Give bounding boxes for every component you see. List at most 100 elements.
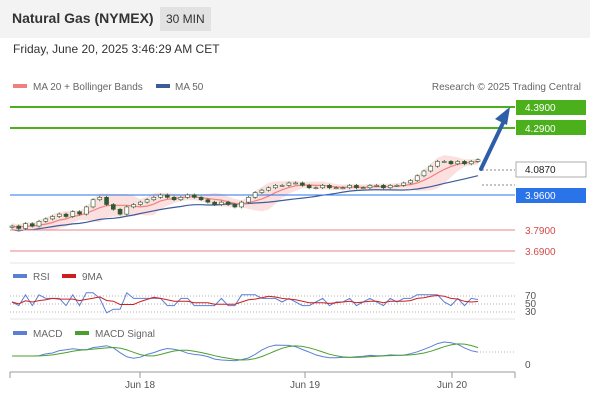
credit-label: Research © 2025 Trading Central <box>432 82 581 93</box>
candle-body <box>435 161 440 167</box>
candle-body <box>178 197 184 201</box>
macd-signal-legend-swatch <box>75 331 89 335</box>
candle-body <box>158 194 163 198</box>
pivot-value: 3.9600 <box>525 191 556 202</box>
x-label-jun18: Jun 18 <box>125 380 155 391</box>
candle-body <box>43 218 49 222</box>
rsi-tick-50: 50 <box>525 299 537 310</box>
datetime-label: Friday, June 20, 2025 3:46:29 AM CET <box>13 42 220 56</box>
candle-body <box>252 192 258 198</box>
macd-line <box>12 341 479 362</box>
instrument-title: Natural Gas (NYMEX) <box>12 10 154 26</box>
ma50-legend-swatch <box>156 84 170 88</box>
x-label-jun20: Jun 20 <box>437 380 467 391</box>
candle-body <box>441 161 447 163</box>
support-1-value: 3.7900 <box>525 226 556 237</box>
candle-body <box>360 187 366 190</box>
candle-body <box>313 187 319 190</box>
candle-body <box>205 199 211 203</box>
candle-body <box>394 185 400 187</box>
rsi-line <box>11 291 479 314</box>
candle-body <box>259 189 265 193</box>
macd-legend-swatch <box>13 331 27 335</box>
candle-body <box>192 194 197 198</box>
ma20-legend-label: MA 20 + Bollinger Bands <box>33 82 143 93</box>
candle-body <box>56 213 62 217</box>
candle-body <box>468 161 474 165</box>
candle-body <box>401 182 407 186</box>
candle-body <box>333 187 339 190</box>
resistance-2-badge <box>516 100 586 115</box>
candle-body <box>23 223 28 229</box>
candle-body <box>50 216 55 220</box>
resistance-1-badge <box>516 120 586 135</box>
rsi-tick-70: 70 <box>525 291 537 302</box>
candle-body <box>165 194 170 198</box>
candle-body <box>408 180 413 184</box>
candle-body <box>16 225 22 229</box>
candle-body <box>97 197 103 201</box>
ma20-line <box>11 161 479 228</box>
timeframe-button[interactable]: 30 MIN <box>160 7 211 31</box>
rsi-ma-line <box>11 294 479 305</box>
rsi-legend-label: RSI <box>33 272 50 283</box>
candle-body <box>36 220 42 227</box>
macd-legend-label: MACD <box>33 329 62 340</box>
candle-body <box>347 185 352 189</box>
header-bar <box>0 0 590 38</box>
ma20-legend-swatch <box>13 84 27 88</box>
candle-body <box>286 182 292 186</box>
candle-body <box>340 187 346 190</box>
candle-body <box>462 161 467 165</box>
candle-body <box>219 201 224 205</box>
candle-body <box>293 182 298 185</box>
candle-body <box>387 185 393 189</box>
candle-body <box>171 197 177 201</box>
candle-body <box>77 211 82 215</box>
resistance-2-value: 4.3900 <box>525 103 556 114</box>
candle-body <box>9 225 15 228</box>
rsi-ma-legend-label: 9MA <box>82 272 103 283</box>
candle-body <box>414 175 420 181</box>
candle-body <box>327 185 332 189</box>
candle-body <box>239 201 244 208</box>
candle-body <box>428 165 434 172</box>
resistance-1-value: 4.2900 <box>525 124 556 135</box>
candle-body <box>83 206 89 215</box>
candle-body <box>225 201 231 205</box>
candle-body <box>381 185 386 189</box>
candle-body <box>70 211 76 217</box>
candle-body <box>124 206 130 215</box>
support-2-value: 3.6900 <box>525 247 556 258</box>
candle-body <box>475 159 481 162</box>
last-price-value: 4.0870 <box>525 165 556 176</box>
candle-body <box>273 185 278 189</box>
macd-tick-0: 0 <box>525 360 531 371</box>
candle-body <box>367 185 373 189</box>
rsi-tick-30: 30 <box>525 307 537 318</box>
x-label-jun19: Jun 19 <box>290 380 320 391</box>
candle-body <box>266 187 271 191</box>
bollinger-band <box>12 155 478 231</box>
last-price-badge <box>515 161 587 178</box>
candle-body <box>212 201 217 205</box>
rsi-legend-swatch <box>13 274 27 278</box>
candle-body <box>111 204 116 210</box>
candle-body <box>90 199 96 208</box>
candle-body <box>29 223 35 227</box>
candle-body <box>354 185 359 189</box>
candle-body <box>138 201 143 205</box>
candle-body <box>306 185 312 189</box>
candle-body <box>104 197 109 205</box>
candle-body <box>455 161 461 165</box>
pivot-badge <box>516 188 586 203</box>
projection-arrow <box>479 121 505 171</box>
candle-body <box>374 185 379 187</box>
candle-body <box>320 185 325 189</box>
macd-signal-legend-label: MACD Signal <box>95 329 155 340</box>
candle-body <box>198 197 204 201</box>
candle-body <box>246 197 251 203</box>
candle-body <box>151 197 157 201</box>
candle-body <box>144 199 150 203</box>
